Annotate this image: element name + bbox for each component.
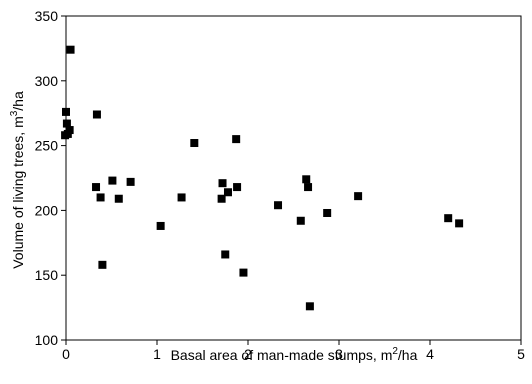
data-point [108, 176, 117, 185]
data-point [232, 135, 241, 144]
data-point [223, 188, 232, 197]
data-point [233, 183, 242, 192]
y-tick-label: 250 [35, 138, 59, 154]
data-point [114, 194, 123, 203]
data-point [66, 45, 75, 54]
data-point [62, 119, 71, 128]
data-point [221, 250, 230, 259]
data-point [296, 216, 305, 225]
data-point [92, 110, 101, 119]
data-point [323, 208, 332, 217]
plot-border [65, 15, 522, 341]
x-tick-label: 4 [426, 346, 434, 362]
data-point [302, 175, 311, 184]
data-point [304, 183, 313, 192]
data-point [92, 183, 101, 192]
data-point [126, 177, 135, 186]
x-tick-label: 5 [517, 346, 525, 362]
data-point [305, 302, 314, 311]
x-tick-label: 0 [62, 346, 70, 362]
y-axis: 100 150 200 250 300 350 [35, 8, 66, 348]
data-point [217, 194, 226, 203]
plot-frame [65, 15, 522, 341]
x-tick-label: 1 [153, 346, 161, 362]
y-tick-label: 350 [35, 8, 59, 24]
y-axis-title: Volume of living trees, m3/ha [9, 91, 26, 269]
x-axis-title: Basal area of man-made stumps, m2/ha [171, 346, 418, 363]
data-point [96, 193, 105, 202]
data-point [455, 219, 464, 228]
y-tick-label: 200 [35, 202, 59, 218]
y-tick-label: 300 [35, 73, 59, 89]
data-point [62, 107, 70, 116]
y-tick-label: 150 [35, 267, 59, 283]
data-point [354, 192, 363, 201]
data-point [156, 221, 165, 230]
x-axis: 0 1 2 3 4 5 [62, 340, 525, 362]
y-tick-label: 100 [35, 332, 59, 348]
data-point [274, 201, 283, 210]
data-point [444, 214, 453, 223]
data-point [190, 139, 199, 148]
data-point [98, 260, 107, 269]
data-point [63, 129, 72, 138]
data-point [177, 193, 186, 202]
x-tick-label: 3 [335, 346, 343, 362]
data-points [61, 45, 464, 311]
x-tick-label: 2 [244, 346, 252, 362]
data-point [218, 179, 227, 188]
data-point [239, 268, 248, 277]
